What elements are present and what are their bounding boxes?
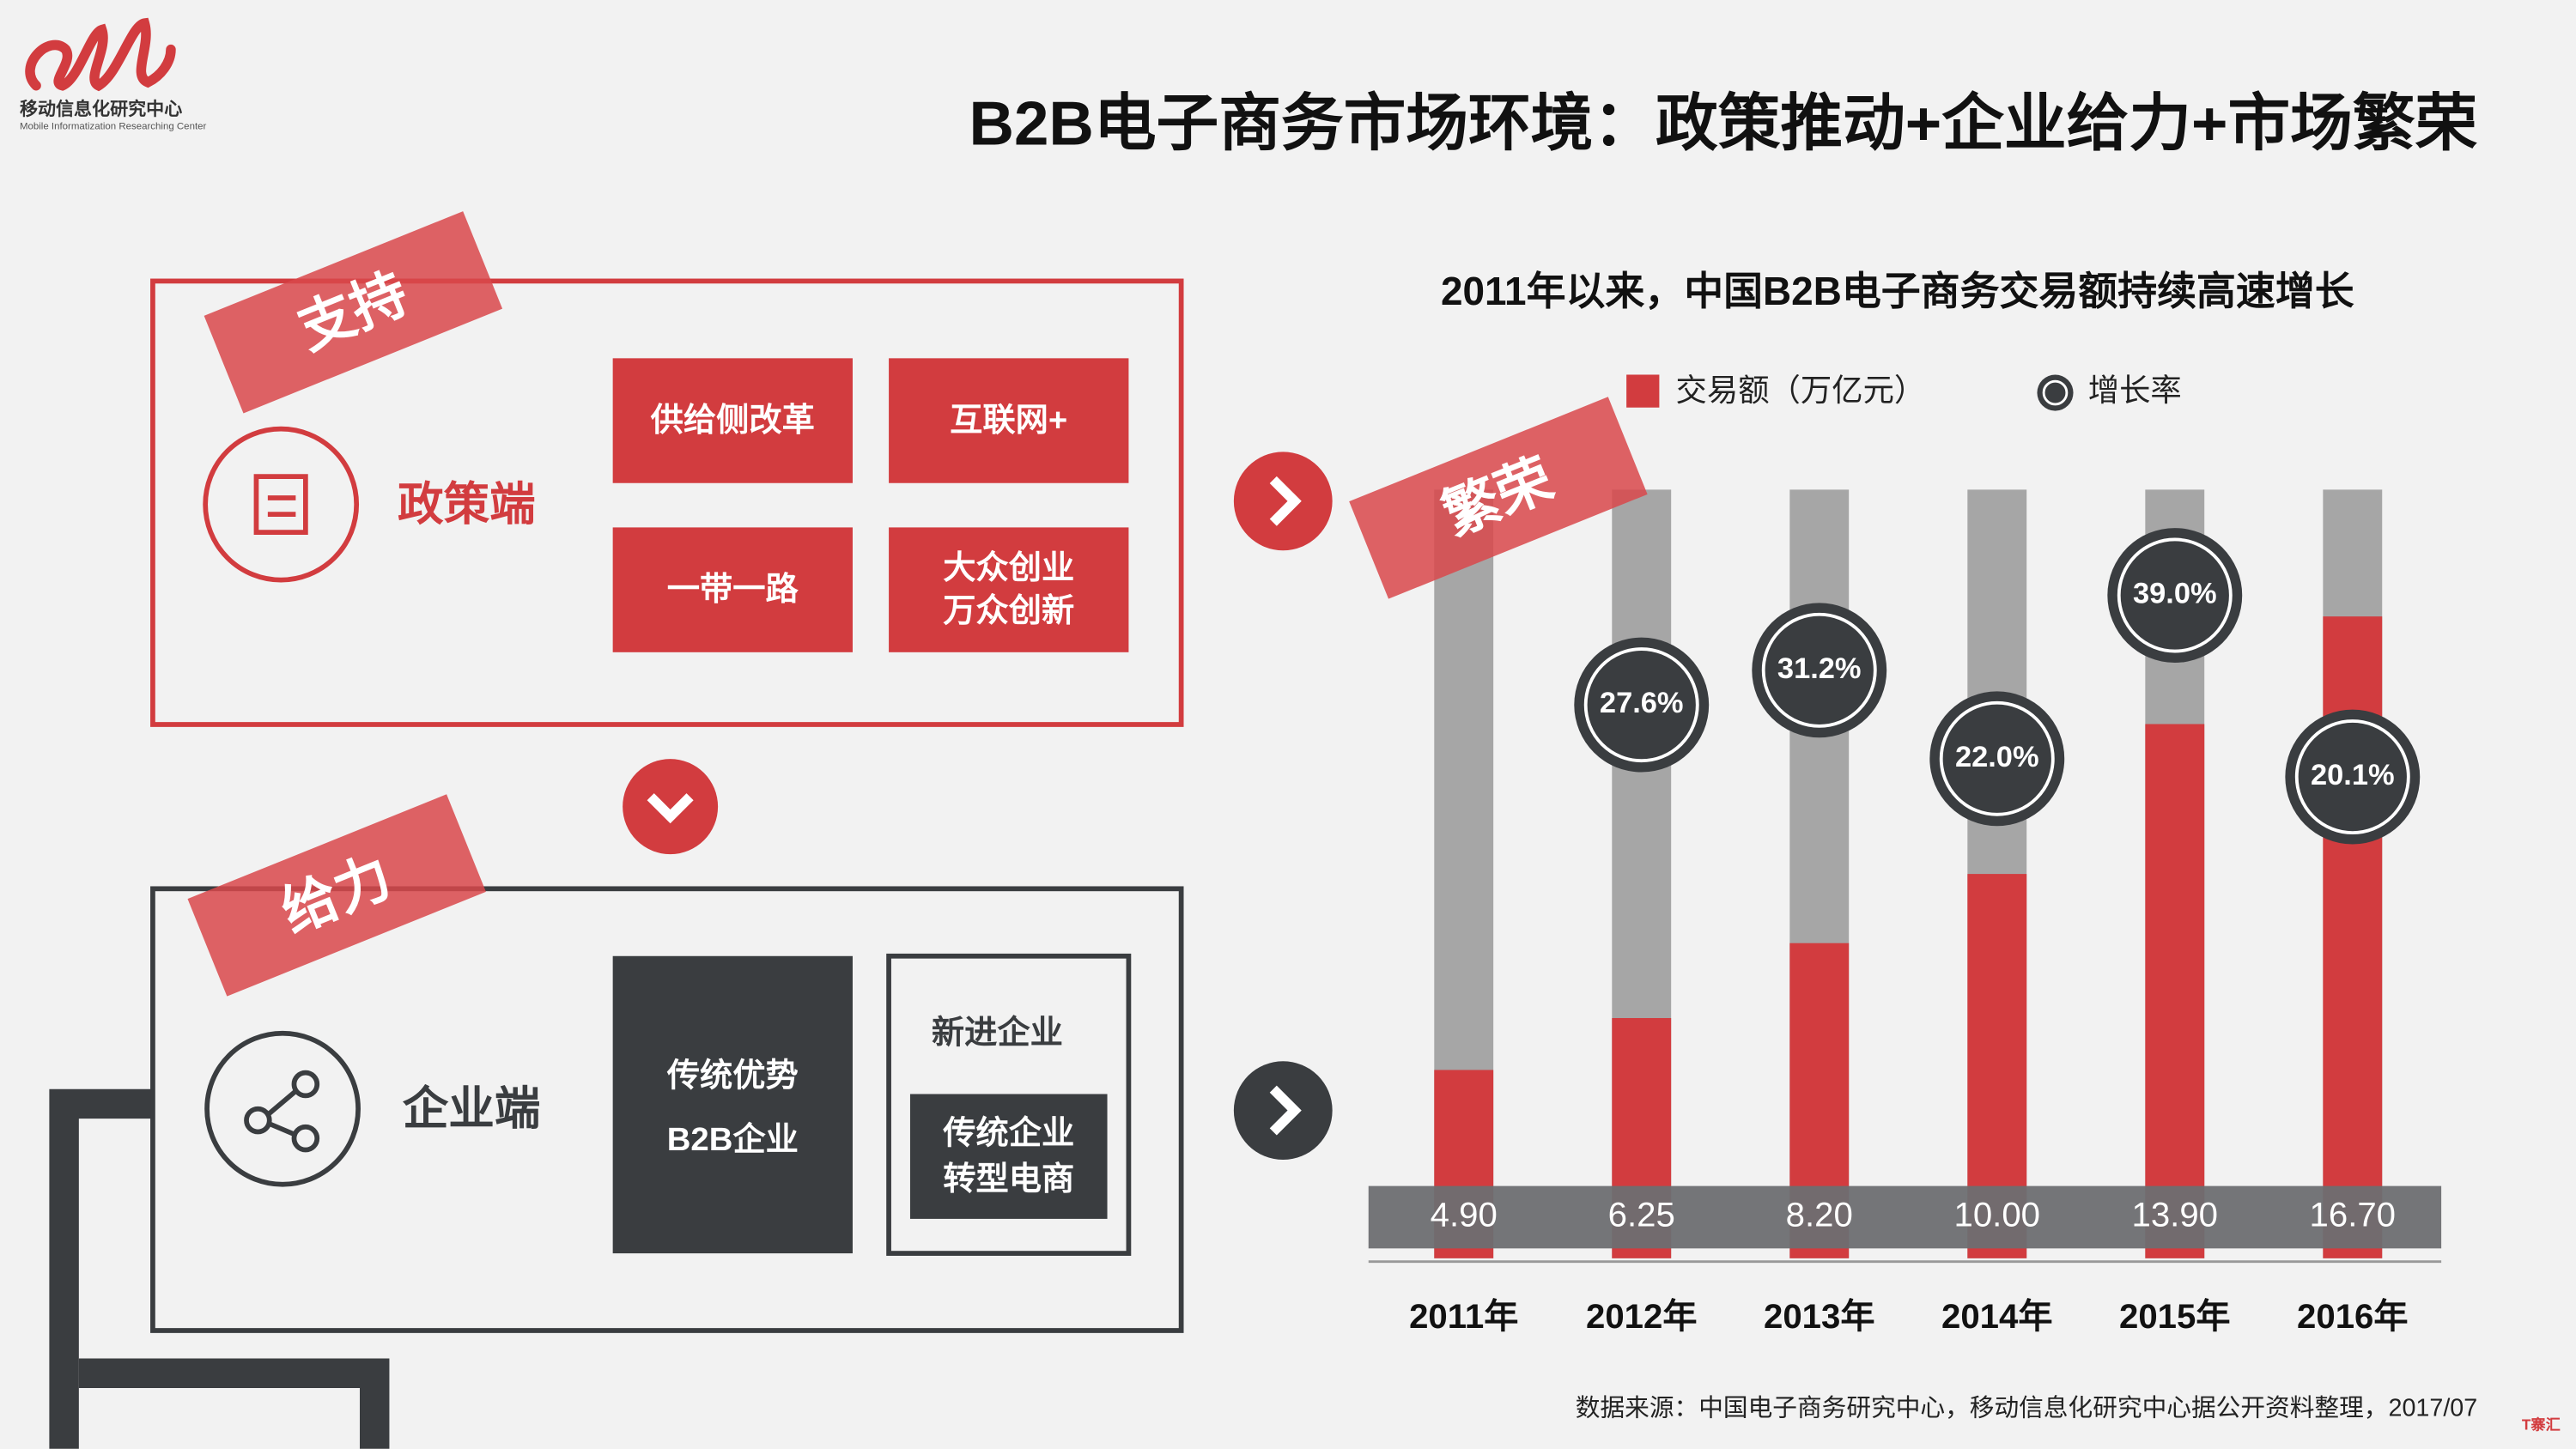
share-node xyxy=(291,1070,320,1099)
enterprise-label: 企业端 xyxy=(403,1084,541,1135)
rate-label: 22.0% xyxy=(1955,741,2039,773)
box-text: 传统企业 xyxy=(942,1113,1074,1151)
box-text: B2B企业 xyxy=(667,1120,799,1158)
footer-logo: T寨汇 xyxy=(2522,1416,2561,1434)
value-band xyxy=(1368,1185,2442,1249)
transform-box xyxy=(909,1094,1108,1219)
bar xyxy=(2145,724,2205,1258)
box-text: 转型电商 xyxy=(943,1161,1074,1197)
chevron xyxy=(1269,1085,1302,1136)
chart-title: 2011年以来，中国B2B电子商务交易额持续高速增长 xyxy=(1441,269,2354,313)
new-box xyxy=(886,953,1132,1256)
chevron xyxy=(647,793,694,824)
logo-english: Mobile Informatization Researching Cente… xyxy=(20,122,207,132)
ribbon-bg xyxy=(187,794,486,997)
enterprise-panel xyxy=(150,886,1184,1333)
rate-ring xyxy=(2294,719,2410,835)
ribbon: 繁荣 xyxy=(1349,397,1648,599)
down-arrow xyxy=(623,759,719,855)
value-label: 10.00 xyxy=(1954,1196,2041,1234)
source: 数据来源：中国电子商务研究中心，移动信息化研究中心据公开资料整理，2017/07 xyxy=(1576,1394,2477,1422)
x-tick-label: 2011年 xyxy=(1409,1297,1518,1336)
rate-label: 31.2% xyxy=(1777,652,1862,685)
policy-item: 万众创新 xyxy=(943,592,1074,629)
box-text: 传统优势 xyxy=(666,1057,799,1094)
right-arrow xyxy=(1233,1061,1333,1161)
legend-label: 交易额（万亿元） xyxy=(1676,373,1926,408)
policy-panel xyxy=(150,278,1184,727)
rate-ring xyxy=(1583,647,1699,763)
rate-ring xyxy=(1761,612,1877,728)
rate-ring xyxy=(1939,700,2055,816)
share-node xyxy=(244,1106,272,1135)
policy-item: 一带一路 xyxy=(667,571,799,608)
rate-ring xyxy=(2117,537,2233,653)
legend-ring xyxy=(2042,379,2069,406)
ribbon-bg xyxy=(1349,397,1648,599)
box-text: 新进企业 xyxy=(932,1014,1063,1052)
x-tick-label: 2014年 xyxy=(1941,1297,2052,1336)
rate-label: 39.0% xyxy=(2133,578,2217,610)
doc-icon xyxy=(253,474,308,536)
value-label: 13.90 xyxy=(2132,1196,2219,1234)
x-tick-label: 2013年 xyxy=(1764,1297,1875,1336)
chevron xyxy=(1269,476,1302,526)
rate-marker xyxy=(1752,603,1887,738)
policy-item: 大众创业 xyxy=(943,549,1074,586)
policy-box xyxy=(889,358,1129,483)
rate-label: 20.1% xyxy=(2311,759,2395,791)
ribbon-bg xyxy=(204,211,503,414)
legend-swatch xyxy=(2037,374,2074,411)
share-node xyxy=(291,1124,320,1153)
bracket xyxy=(49,1088,153,1449)
policy-box xyxy=(612,358,853,483)
rate-label: 27.6% xyxy=(1600,687,1684,719)
policy-label: 政策端 xyxy=(398,480,536,530)
policy-icon xyxy=(203,426,360,583)
rate-marker xyxy=(1574,637,1710,773)
rate-marker xyxy=(2285,709,2421,845)
bracket xyxy=(78,1358,390,1449)
traditional-box xyxy=(612,955,853,1254)
rate-marker xyxy=(2107,528,2243,663)
logo-name: 移动信息化研究中心 xyxy=(20,98,182,119)
chart: 交易额（万亿元） 增长率 4.90 2011年 6.25 2012年 27.6% 8.20 20… xyxy=(1368,373,2442,1336)
x-tick-label: 2015年 xyxy=(2119,1297,2231,1336)
right-arrow xyxy=(1233,452,1333,551)
policy-box xyxy=(612,527,853,652)
ribbon: 支持 xyxy=(204,211,503,414)
x-tick-label: 2016年 xyxy=(2297,1297,2409,1336)
ribbon: 给力 xyxy=(187,794,486,997)
value-label: 8.20 xyxy=(1786,1196,1853,1234)
logo-mark xyxy=(25,17,176,92)
policy-item: 互联网+ xyxy=(950,402,1067,439)
policy-box xyxy=(889,527,1129,652)
policy-item: 供给侧改革 xyxy=(651,402,815,439)
x-tick-label: 2012年 xyxy=(1586,1297,1698,1336)
rate-marker xyxy=(1929,691,2065,827)
value-label: 4.90 xyxy=(1431,1196,1498,1234)
value-label: 6.25 xyxy=(1608,1196,1675,1234)
legend-swatch xyxy=(1626,374,1660,408)
enterprise-icon xyxy=(204,1030,361,1187)
value-label: 16.70 xyxy=(2310,1196,2396,1234)
legend-label: 增长率 xyxy=(2088,373,2182,408)
slide-title: B2B电子商务市场环境：政策推动+企业给力+市场繁荣 xyxy=(969,89,2477,159)
